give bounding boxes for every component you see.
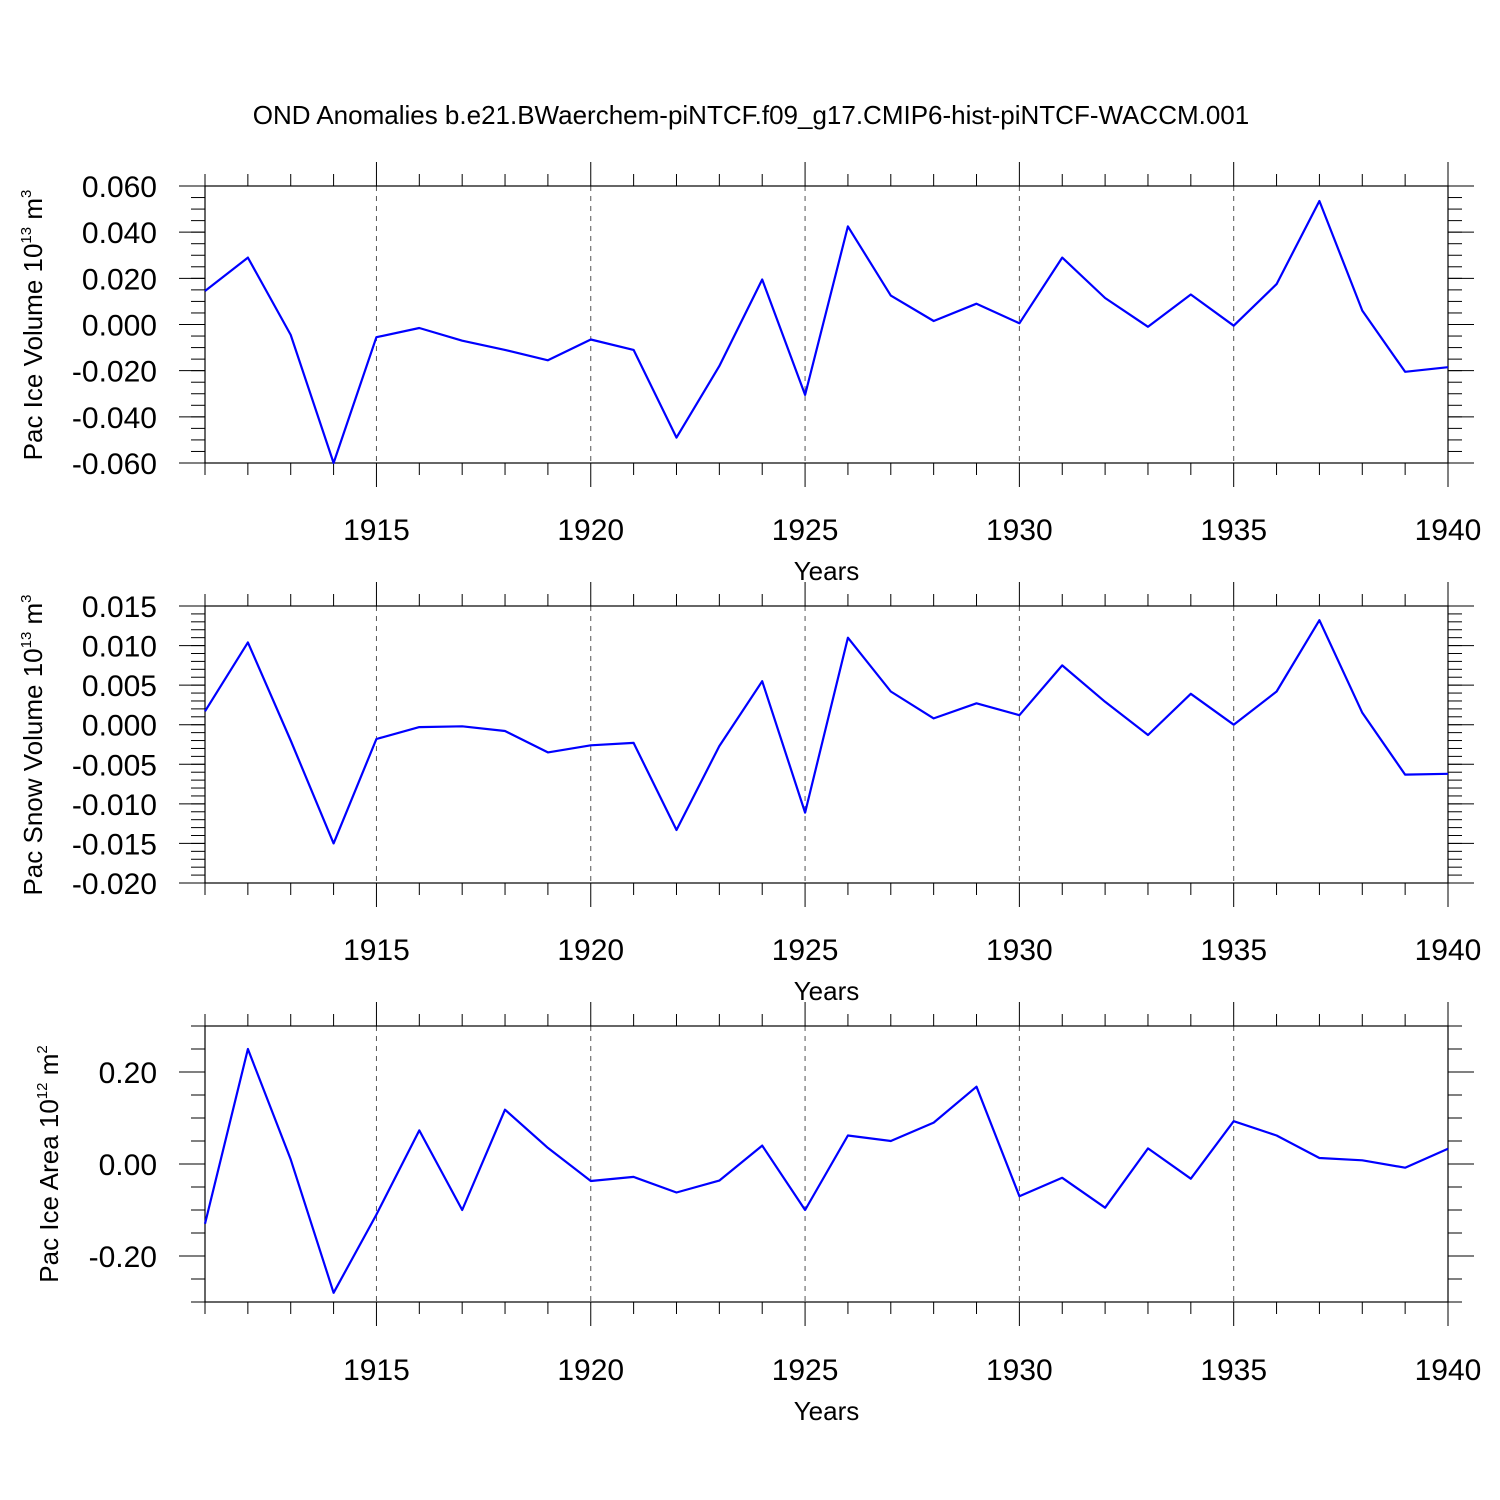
y-tick-label: 0.000 — [82, 310, 157, 343]
y-tick-label: 0.015 — [82, 591, 157, 624]
y-axis-label-main: Pac Snow Volume 10 — [18, 648, 48, 895]
y-tick-label: -0.010 — [72, 789, 157, 822]
y-tick-label: 0.000 — [82, 710, 157, 743]
x-tick-label: 1940 — [1415, 934, 1482, 967]
x-tick-label: 1915 — [343, 1354, 410, 1387]
y-tick-label: -0.060 — [72, 448, 157, 481]
x-tick-label: 1925 — [772, 514, 839, 547]
y-tick-label: 0.060 — [82, 171, 157, 204]
panel-ice-volume: -0.060 -0.040 -0.020 0.000 0.020 0.040 0.060 19… — [18, 162, 1481, 586]
panel-ice-area: -0.20 0.00 0.20 1915 1920 1925 1930 1935 1940 Yea… — [34, 1002, 1481, 1426]
y-axis-label-main: Pac Ice Volume 10 — [18, 244, 48, 461]
y-tick-label: -0.040 — [72, 402, 157, 435]
y-tick-label: 0.020 — [82, 263, 157, 296]
x-axis-label: Years — [794, 1396, 860, 1426]
y-axis-label-exponent: 13 — [18, 632, 35, 649]
y-tick-label: 0.00 — [99, 1149, 157, 1182]
y-tick-label: -0.005 — [72, 749, 157, 782]
x-axis-label: Years — [794, 976, 860, 1006]
plot-frame — [204, 605, 1449, 884]
x-tick-label: 1925 — [772, 1354, 839, 1387]
plot-frame — [204, 185, 1449, 464]
y-axis-label-main: Pac Ice Area 10 — [34, 1099, 64, 1283]
x-tick-label: 1930 — [986, 1354, 1053, 1387]
y-tick-label: 0.20 — [99, 1057, 157, 1090]
y-axis-label: Pac Ice Area 1012 m2 — [34, 1045, 64, 1282]
series-line-ice-volume — [204, 199, 1449, 465]
x-tick-label: 1935 — [1200, 514, 1267, 547]
x-tick-label: 1930 — [986, 514, 1053, 547]
y-tick-label: -0.20 — [89, 1241, 157, 1274]
x-tick-label: 1925 — [772, 934, 839, 967]
x-tick-label: 1940 — [1415, 1354, 1482, 1387]
x-axis-label: Years — [794, 556, 860, 586]
y-tick-label: 0.005 — [82, 670, 157, 703]
x-tick-label: 1920 — [557, 934, 624, 967]
y-tick-label: -0.015 — [72, 828, 157, 861]
y-axis-label: Pac Snow Volume 1013 m3 — [18, 594, 48, 895]
x-tick-label: 1915 — [343, 934, 410, 967]
y-axis-label-exponent: 12 — [34, 1082, 51, 1099]
x-tick-label: 1915 — [343, 514, 410, 547]
y-axis-label-unit: m — [18, 603, 48, 632]
y-axis-label-unit: m — [34, 1054, 64, 1083]
y-axis-label-unit-exponent: 2 — [34, 1045, 51, 1053]
y-axis-label-exponent: 13 — [18, 227, 35, 244]
x-tick-label: 1935 — [1200, 1354, 1267, 1387]
panel-snow-volume: -0.020 -0.015 -0.010 -0.005 0.000 0.005 0.010 0… — [18, 582, 1481, 1006]
x-tick-label: 1920 — [557, 514, 624, 547]
x-tick-label: 1940 — [1415, 514, 1482, 547]
x-tick-label: 1920 — [557, 1354, 624, 1387]
y-tick-label: 0.010 — [82, 631, 157, 664]
y-axis-label-unit-exponent: 3 — [18, 190, 35, 198]
chart-title: OND Anomalies b.e21.BWaerchem-piNTCF.f09… — [253, 100, 1249, 130]
x-tick-label: 1930 — [986, 934, 1053, 967]
y-tick-label: 0.040 — [82, 217, 157, 250]
y-tick-label: -0.020 — [72, 868, 157, 901]
plot-frame — [204, 1025, 1449, 1303]
series-line-ice-area — [203, 1047, 1449, 1294]
y-axis-label: Pac Ice Volume 1013 m3 — [18, 190, 48, 461]
y-tick-label: -0.020 — [72, 356, 157, 389]
series-line-snow-volume — [204, 619, 1449, 845]
y-axis-label-unit: m — [18, 198, 48, 227]
y-axis-label-unit-exponent: 3 — [18, 594, 35, 602]
x-tick-label: 1935 — [1200, 934, 1267, 967]
